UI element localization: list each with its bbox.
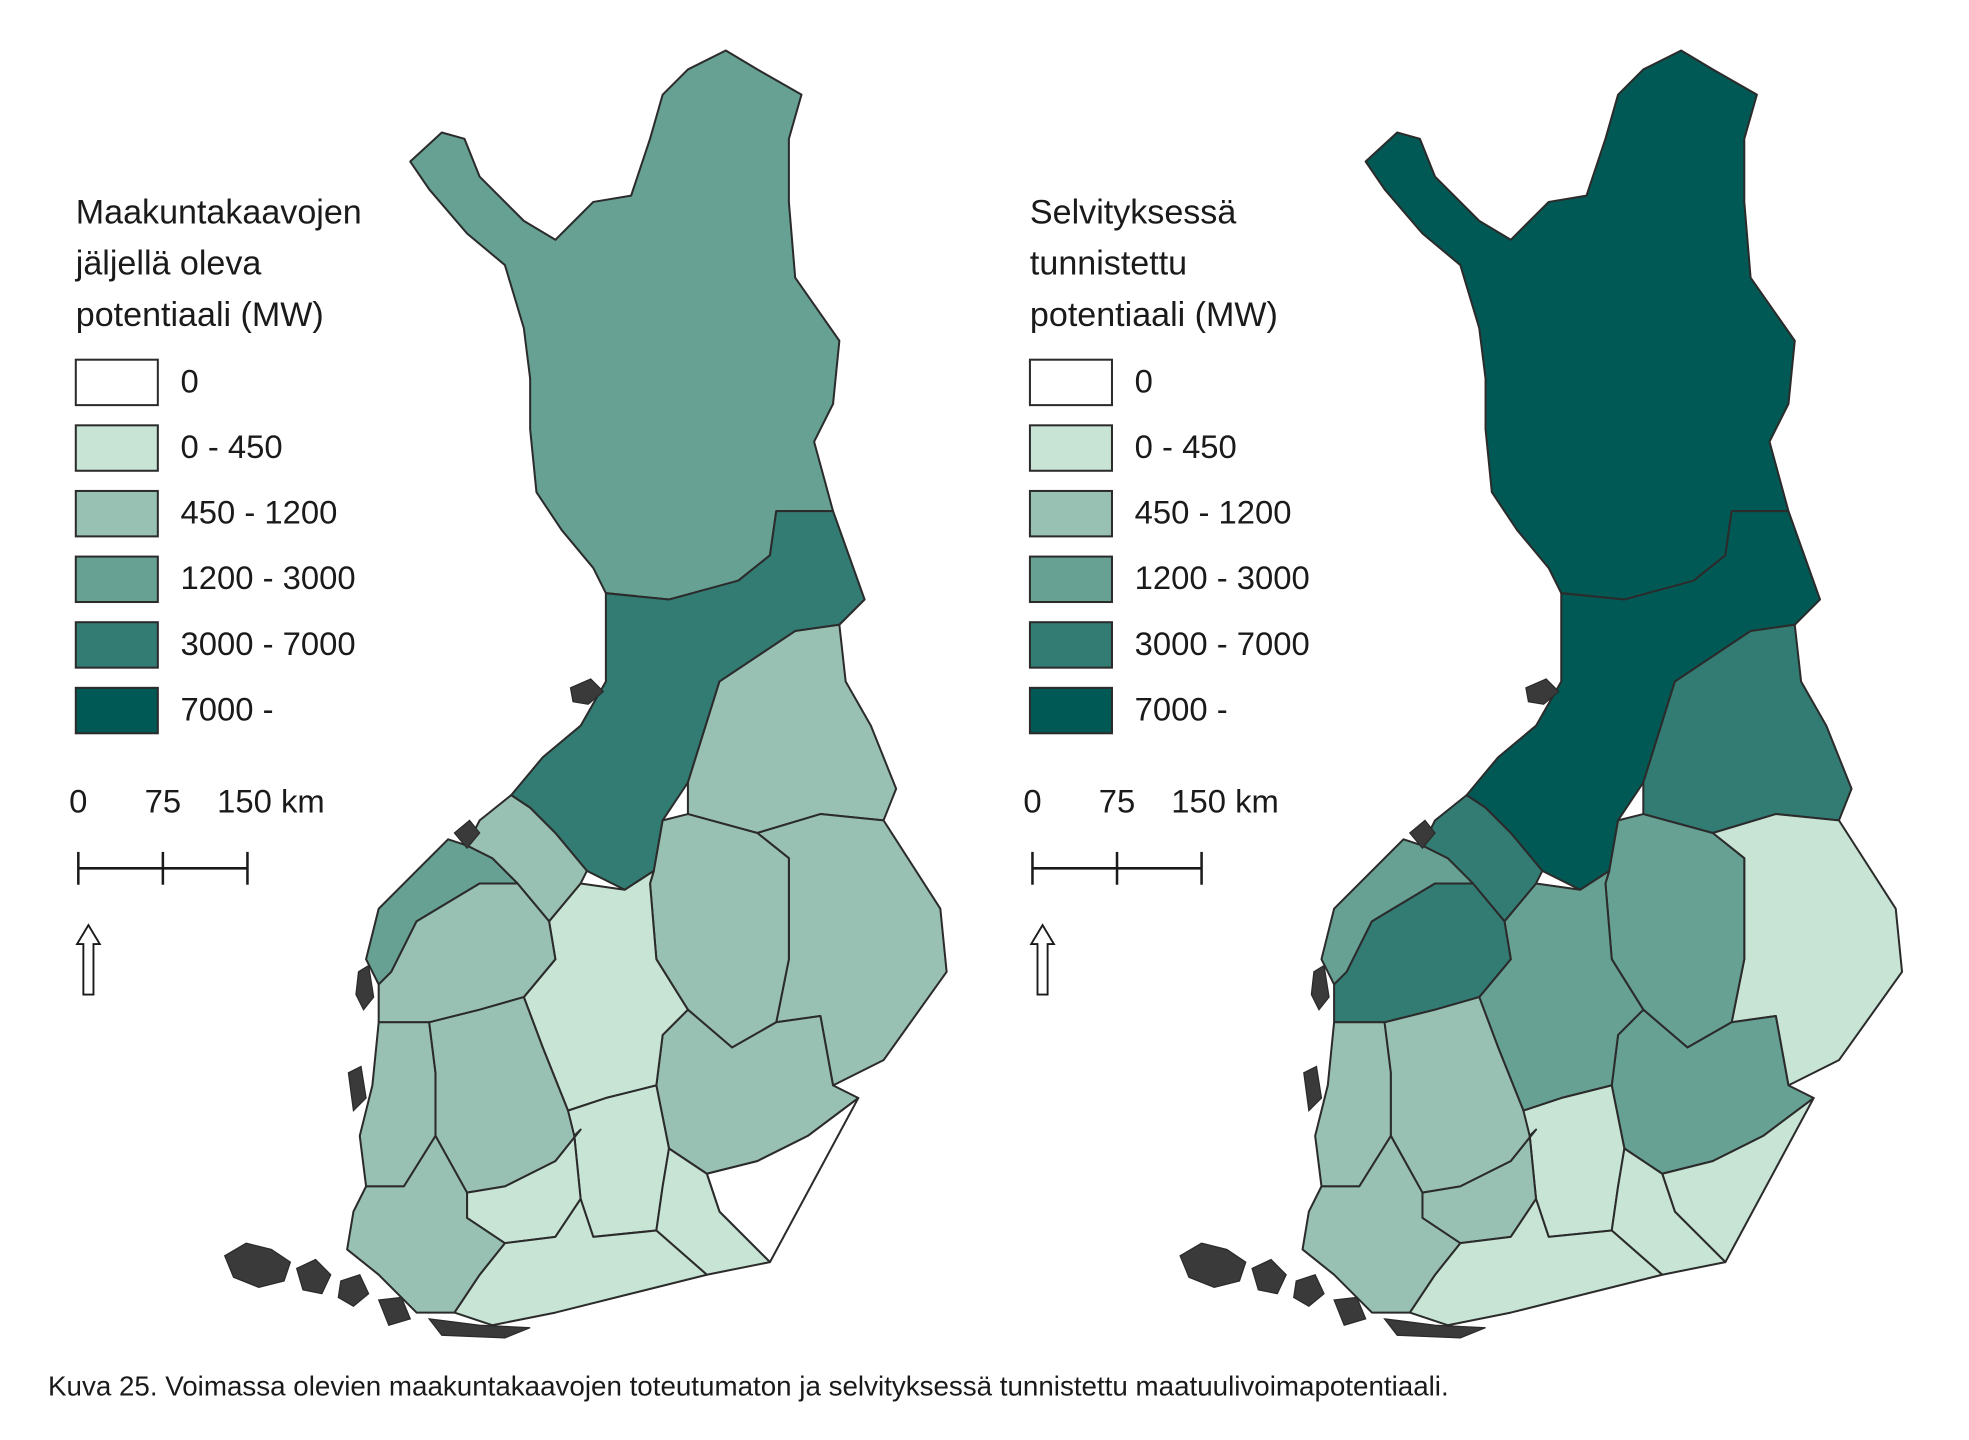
north-arrow <box>75 923 102 996</box>
map-panel: Selvityksessä tunnistettu potentiaali (MW)… <box>1023 49 1904 1339</box>
caption: Kuva 25. Voimassa olevien maakuntakaavoj… <box>48 1371 1449 1402</box>
legend-label: 0 <box>1135 362 1153 399</box>
legend-label: 450 - 1200 <box>181 494 338 531</box>
scale-label: 75 <box>1099 783 1135 820</box>
maps: Maakuntakaavojen jäljellä oleva potentiaal… <box>69 49 1904 1339</box>
legend-title: jäljellä oleva <box>75 245 262 283</box>
legend-swatch <box>74 621 159 669</box>
legend-label: 3000 - 7000 <box>1135 625 1310 662</box>
legend-swatch <box>1028 686 1113 735</box>
legend-label: 7000 - <box>1135 690 1228 727</box>
region-map <box>1179 49 1904 1339</box>
legend-title: Selvityksessä <box>1030 194 1236 232</box>
legend-label: 3000 - 7000 <box>181 625 356 662</box>
legend-label: 1200 - 3000 <box>181 559 356 596</box>
map-panel: Maakuntakaavojen jäljellä oleva potentiaal… <box>69 49 948 1339</box>
legend-title: potentiaali (MW) <box>76 296 324 334</box>
legend-swatch <box>1028 555 1113 604</box>
region-map <box>224 49 948 1339</box>
scale-label: 0 <box>1023 783 1041 820</box>
scale-label: 75 <box>145 783 181 820</box>
legend-title: tunnistettu <box>1030 245 1187 283</box>
scale-label: 150 km <box>217 783 325 820</box>
legend-title: Maakuntakaavojen <box>76 194 362 232</box>
scale-label: 0 <box>69 783 87 820</box>
legend-label: 0 <box>181 362 199 399</box>
legend-swatch <box>74 555 159 604</box>
legend-swatch <box>74 489 159 538</box>
scale-label: 150 km <box>1171 783 1279 820</box>
legend-label: 1200 - 3000 <box>1135 559 1310 596</box>
legend-swatch <box>74 686 159 735</box>
legend-label: 0 - 450 <box>1135 428 1237 465</box>
legend-label: 0 - 450 <box>181 428 283 465</box>
legend-label: 450 - 1200 <box>1135 494 1292 531</box>
legend-swatch <box>74 358 159 407</box>
legend-title: potentiaali (MW) <box>1030 296 1278 334</box>
legend-swatch <box>1028 424 1113 472</box>
legend-swatch <box>1028 489 1113 538</box>
legend-swatch <box>1028 621 1113 669</box>
legend-label: 7000 - <box>181 690 274 727</box>
legend-swatch <box>1028 358 1113 407</box>
north-arrow <box>1029 923 1056 996</box>
legend-swatch <box>74 424 159 472</box>
